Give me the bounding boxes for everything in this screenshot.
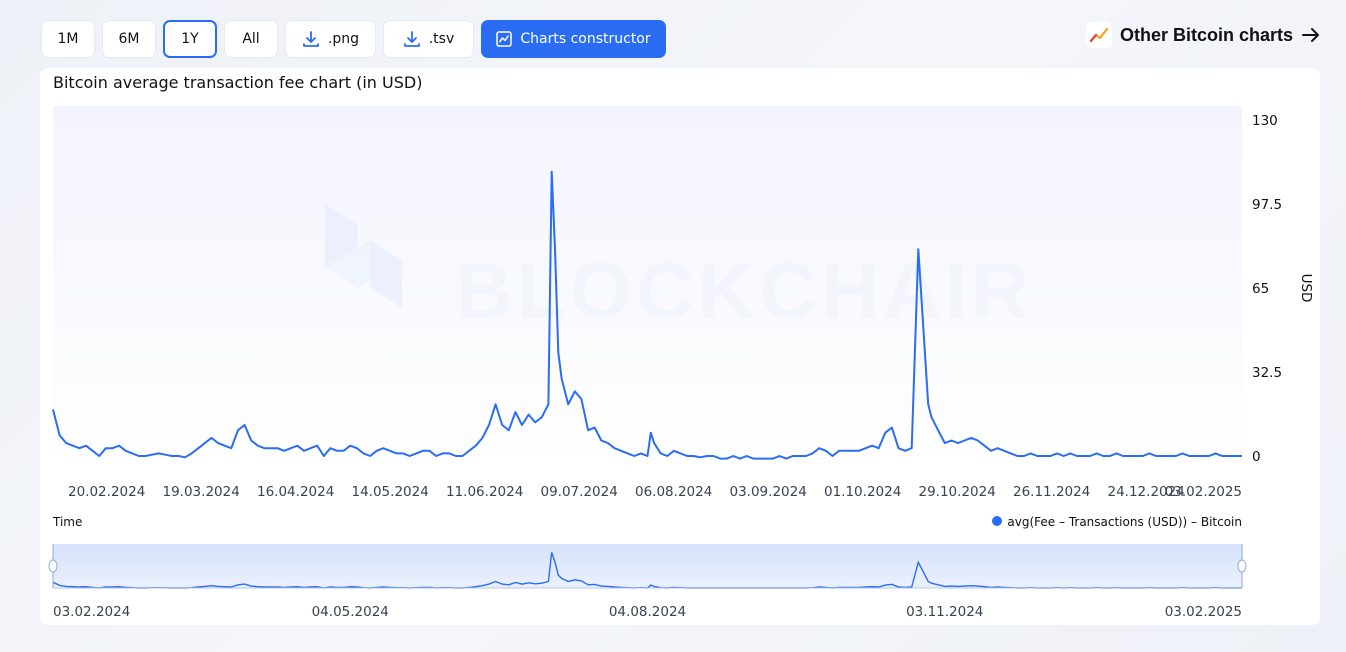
y-axis-ticks: 130 97.5 65 32.5 0: [1252, 113, 1282, 465]
chart-icon: [496, 31, 513, 47]
fee-series-line: [52, 170, 1242, 460]
arrow-right-icon: [1302, 28, 1319, 42]
x-tick-label: 06.08.2024: [635, 484, 712, 500]
download-png-button[interactable]: .png: [285, 20, 376, 58]
legend: avg(Fee – Transactions (USD)) – Bitcoin: [992, 515, 1242, 529]
x-axis-ticks: 20.02.2024 19.03.2024 16.04.2024 14.05.2024…: [68, 484, 1242, 500]
x-tick-label: 26.11.2024: [1013, 484, 1090, 500]
navigator-tick-label: 03.02.2024: [53, 604, 130, 620]
navigator-tick-label: 03.11.2024: [906, 604, 983, 620]
download-tsv-button[interactable]: .tsv: [383, 20, 474, 58]
y-axis-label: USD: [1298, 274, 1314, 303]
x-tick-label: 29.10.2024: [919, 484, 996, 500]
navigator-selection[interactable]: [53, 544, 1242, 588]
range-all-button[interactable]: All: [224, 20, 278, 58]
x-tick-label: 11.06.2024: [446, 484, 523, 500]
other-bitcoin-charts-label: Other Bitcoin charts: [1119, 24, 1293, 45]
navigator-ticks: 03.02.2024 04.05.2024 04.08.2024 03.11.2024…: [53, 604, 1242, 620]
y-tick-label: 32.5: [1252, 365, 1282, 381]
x-tick-label: 16.04.2024: [257, 484, 334, 500]
download-tsv-label: .tsv: [428, 31, 455, 47]
chart-card: Bitcoin average transaction fee chart (i…: [40, 68, 1320, 625]
legend-series-name: avg(Fee – Transactions (USD)) – Bitcoin: [1007, 515, 1242, 529]
x-tick-label: 03.02.2025: [1165, 484, 1242, 500]
x-axis-label: Time: [52, 515, 82, 529]
charts-constructor-button[interactable]: Charts constructor: [481, 20, 666, 58]
download-icon: [303, 31, 319, 47]
y-tick-label: 130: [1252, 113, 1278, 129]
y-tick-label: 65: [1252, 281, 1269, 297]
x-tick-label: 01.10.2024: [824, 484, 901, 500]
y-tick-label: 0: [1252, 449, 1261, 465]
chart-emoji-icon: [1085, 22, 1112, 48]
x-tick-label: 03.09.2024: [730, 484, 807, 500]
navigator[interactable]: [48, 544, 1247, 589]
chart-title: Bitcoin average transaction fee chart (i…: [53, 73, 423, 92]
plot-area: [53, 106, 1242, 468]
download-png-label: .png: [327, 31, 360, 47]
watermark-text: BLOCKCHAIR: [455, 246, 1033, 335]
other-bitcoin-charts-link[interactable]: Other Bitcoin charts: [1085, 22, 1321, 48]
charts-constructor-label: Charts constructor: [520, 31, 651, 47]
navigator-right-handle[interactable]: [1237, 559, 1247, 573]
fee-chart: BLOCKCHAIR 130 97.5 65 32.5 0 USD 20.02.2024…: [48, 106, 1314, 620]
range-6m-button[interactable]: 6M: [102, 20, 156, 58]
navigator-left-handle[interactable]: [48, 559, 58, 573]
x-tick-label: 24.12.2024: [1108, 484, 1185, 500]
range-1y-button[interactable]: 1Y: [163, 20, 217, 58]
navigator-tick-label: 03.02.2025: [1165, 604, 1242, 620]
x-tick-label: 19.03.2024: [163, 484, 240, 500]
toolbar: 1M 6M 1Y All .png .tsv Charts constructo…: [41, 20, 666, 58]
range-1m-button[interactable]: 1M: [41, 20, 95, 58]
x-tick-label: 14.05.2024: [352, 484, 429, 500]
legend-marker: [992, 516, 1002, 526]
navigator-tick-label: 04.05.2024: [312, 604, 389, 620]
y-tick-label: 97.5: [1252, 197, 1282, 213]
x-tick-label: 09.07.2024: [541, 484, 618, 500]
download-icon: [403, 31, 420, 47]
navigator-tick-label: 04.08.2024: [609, 604, 686, 620]
x-tick-label: 20.02.2024: [68, 484, 145, 500]
